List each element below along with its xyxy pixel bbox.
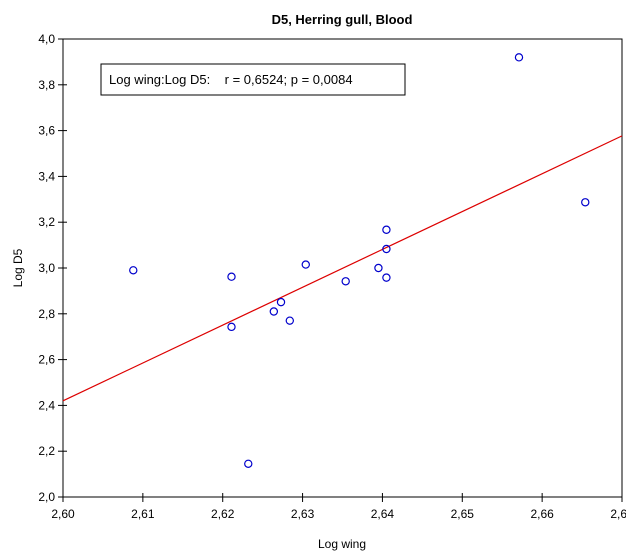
x-tick-label: 2,62 bbox=[211, 507, 235, 521]
y-tick-label: 2,4 bbox=[38, 398, 55, 412]
x-axis-ticks: 2,60 2,61 2,62 2,63 2,64 2,65 2,66 2,67 bbox=[51, 493, 626, 521]
data-point bbox=[285, 316, 294, 325]
x-tick-label: 2,67 bbox=[610, 507, 626, 521]
y-tick-label: 2,6 bbox=[38, 353, 55, 367]
x-tick-label: 2,65 bbox=[451, 507, 475, 521]
y-tick-label: 2,8 bbox=[38, 307, 55, 321]
regression-line bbox=[62, 135, 623, 402]
x-tick-label: 2,64 bbox=[371, 507, 395, 521]
y-axis-label: Log D5 bbox=[11, 248, 25, 287]
data-point bbox=[129, 266, 138, 275]
x-tick-label: 2,66 bbox=[530, 507, 554, 521]
data-point bbox=[276, 297, 286, 307]
data-point bbox=[382, 244, 391, 254]
y-tick-label: 3,4 bbox=[38, 169, 55, 183]
y-tick-label: 3,0 bbox=[38, 261, 55, 275]
data-point bbox=[269, 307, 279, 316]
y-tick-label: 3,2 bbox=[38, 215, 55, 229]
data-point bbox=[227, 322, 236, 332]
y-axis-ticks: 2,0 2,2 2,4 2,6 2,8 3,0 3,2 3,4 3,6 3,8 4,0 bbox=[38, 32, 67, 504]
chart-title: D5, Herring gull, Blood bbox=[272, 12, 413, 27]
x-axis-label: Log wing bbox=[318, 537, 366, 551]
data-point bbox=[374, 263, 383, 273]
x-tick-label: 2,61 bbox=[131, 507, 155, 521]
data-point bbox=[341, 277, 350, 286]
y-tick-label: 3,8 bbox=[38, 78, 55, 92]
annotation-box: Log wing:Log D5: r = 0,6524; p = 0,0084 bbox=[100, 63, 406, 96]
annotation-frame bbox=[100, 63, 406, 96]
annotation-text: Log wing:Log D5: r = 0,6524; p = 0,0084 bbox=[109, 72, 353, 87]
data-point bbox=[244, 459, 253, 468]
x-tick-label: 2,63 bbox=[291, 507, 315, 521]
y-tick-label: 2,2 bbox=[38, 444, 55, 458]
data-point bbox=[382, 273, 391, 282]
data-point bbox=[514, 53, 524, 62]
y-tick-label: 2,0 bbox=[38, 490, 55, 504]
y-tick-label: 4,0 bbox=[38, 32, 55, 46]
y-tick-label: 3,6 bbox=[38, 124, 55, 138]
data-points bbox=[129, 53, 590, 468]
data-point bbox=[301, 260, 310, 269]
data-point bbox=[227, 272, 236, 281]
data-point bbox=[581, 198, 590, 207]
x-tick-label: 2,60 bbox=[51, 507, 75, 521]
data-point bbox=[382, 225, 391, 234]
